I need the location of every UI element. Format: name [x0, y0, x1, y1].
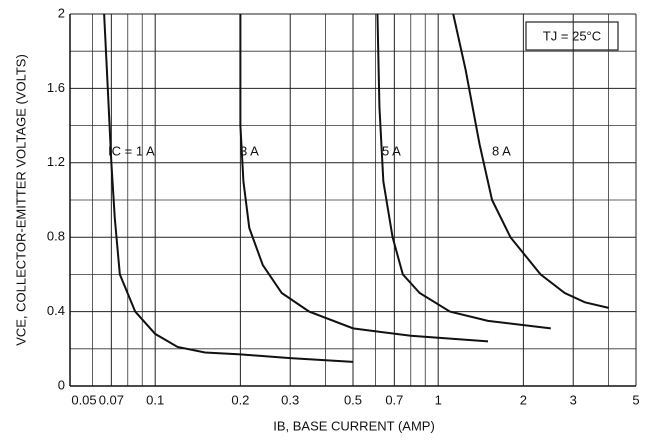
- x-tick-label: 0.2: [231, 392, 249, 407]
- x-tick-label: 0.07: [99, 392, 124, 407]
- y-axis-label: VCE, COLLECTOR-EMITTER VOLTAGE (VOLTS): [13, 54, 28, 346]
- x-tick-label: 3: [570, 392, 577, 407]
- x-axis-label: IB, BASE CURRENT (AMP): [273, 418, 435, 433]
- y-tick-label: 0.8: [47, 229, 65, 244]
- chart-title: TJ = 25°C: [543, 28, 601, 43]
- y-tick-label: 0.4: [47, 303, 65, 318]
- x-tick-label: 0.1: [146, 392, 164, 407]
- series-label: IC = 1 A: [108, 143, 155, 158]
- x-tick-label: 0.3: [281, 392, 299, 407]
- series-label: 8 A: [492, 143, 511, 158]
- plot: 0 0.4 0.8 1.2 1.6 2 0.05 0.07 0.1 0.2 0.3 0.5 0.7 1 2 3…: [47, 5, 640, 407]
- data-line: [239, 14, 489, 343]
- series-label: 3 A: [240, 143, 259, 158]
- y-tick-label: 1.6: [47, 80, 65, 95]
- x-tick-label: 0.7: [385, 392, 403, 407]
- x-tick-label: 5: [632, 392, 639, 407]
- x-tick-label: 2: [520, 392, 527, 407]
- y-tick-label: 0: [58, 377, 65, 392]
- data-line: [103, 13, 354, 363]
- x-tick-label: 0.05: [71, 392, 96, 407]
- x-tick-label: 1: [435, 392, 442, 407]
- y-tick-label: 2: [58, 5, 65, 20]
- data-line: [452, 13, 609, 309]
- data-line: [376, 13, 551, 330]
- annotation-box: [525, 21, 619, 51]
- x-tick-label: 0.5: [344, 392, 362, 407]
- y-tick-label: 1.2: [47, 154, 65, 169]
- series-label: 5 A: [382, 143, 401, 158]
